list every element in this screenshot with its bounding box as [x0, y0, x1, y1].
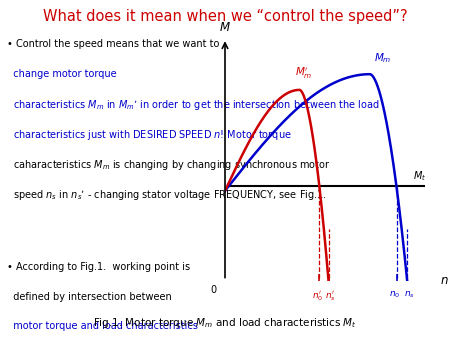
Text: caharacteristics $M_m$ is changing by changing synchronous motor: caharacteristics $M_m$ is changing by ch…: [7, 158, 330, 172]
Text: characteristics just with DESIRED SPEED $n$! Motor torque: characteristics just with DESIRED SPEED …: [7, 128, 292, 142]
Text: $n_s'$: $n_s'$: [325, 290, 336, 303]
Text: Fig.1. Motor torque $M_m$ and load characteristics $M_t$: Fig.1. Motor torque $M_m$ and load chara…: [93, 316, 357, 330]
Text: • According to Fig.1.  working point is: • According to Fig.1. working point is: [7, 262, 190, 272]
Text: 0: 0: [211, 285, 217, 295]
Text: What does it mean when we “control the speed”?: What does it mean when we “control the s…: [43, 9, 407, 24]
Text: characteristics $M_m$ in $M_m$’ in order to get the intersection between the loa: characteristics $M_m$ in $M_m$’ in order…: [7, 98, 379, 112]
Text: $M_t$: $M_t$: [414, 170, 427, 184]
Text: $n_0$: $n_0$: [389, 290, 400, 300]
Text: $M$: $M$: [219, 21, 231, 34]
Text: change motor torque: change motor torque: [7, 69, 116, 79]
Text: defined by intersection between: defined by intersection between: [7, 292, 171, 302]
Text: motor torque and load characteristics: motor torque and load characteristics: [7, 321, 198, 332]
Text: $n_0'$: $n_0'$: [311, 290, 323, 303]
Text: speed $n_s$ in $n_s$’ - changing stator voltage FREQUENCY, see Fig.1.: speed $n_s$ in $n_s$’ - changing stator …: [7, 188, 327, 201]
Text: $n_s$: $n_s$: [404, 290, 415, 300]
Text: • Control the speed means that we want to: • Control the speed means that we want t…: [7, 39, 219, 49]
Text: $n$: $n$: [440, 274, 449, 287]
Text: $M_m$: $M_m$: [374, 51, 391, 65]
Text: $M_m'$: $M_m'$: [295, 66, 312, 81]
